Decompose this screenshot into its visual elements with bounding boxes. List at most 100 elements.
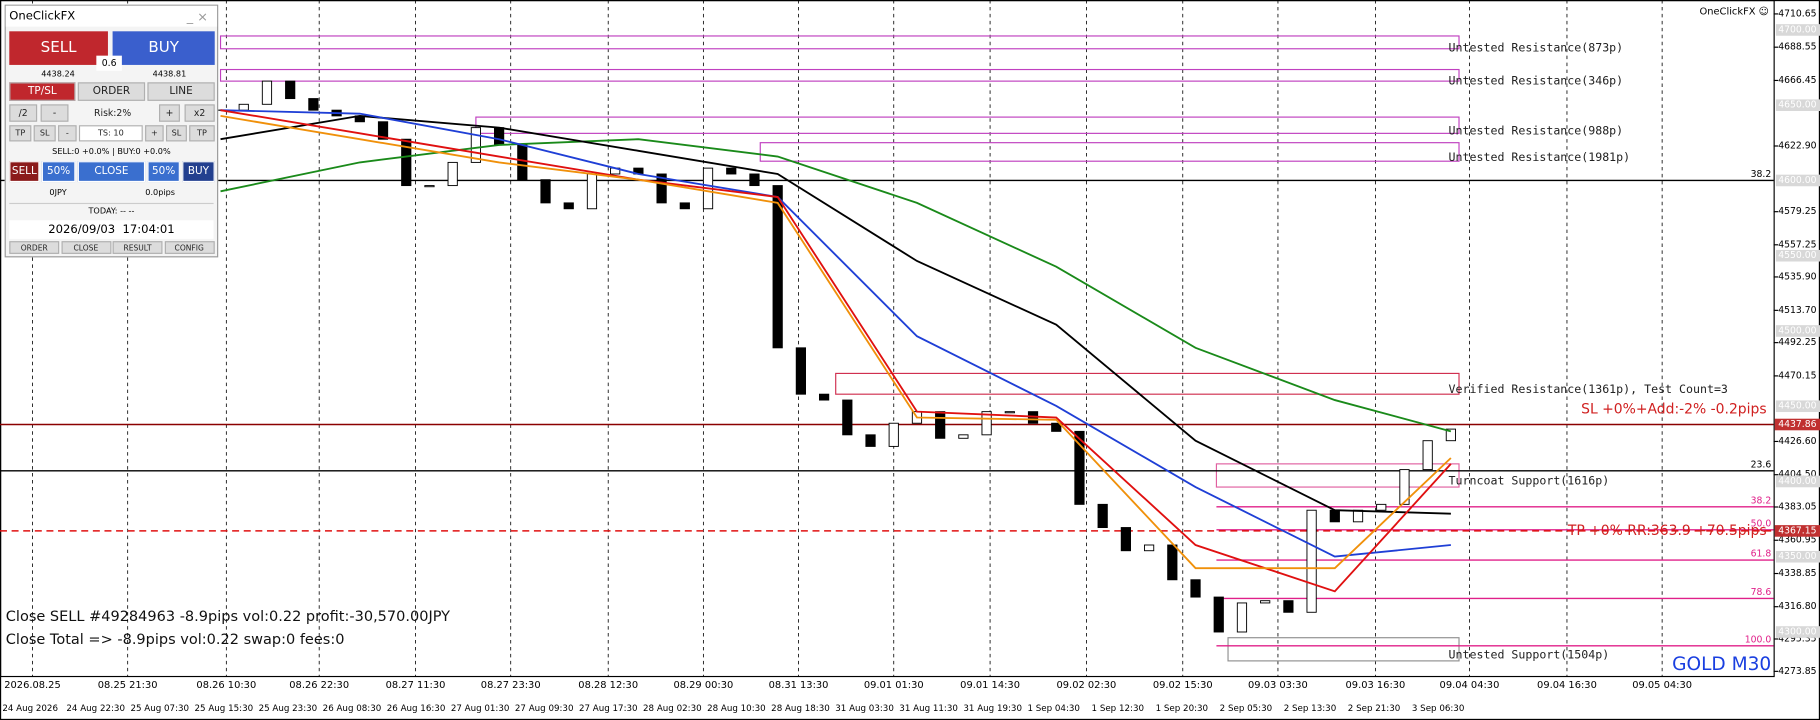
- ts-button[interactable]: TP: [9, 125, 32, 142]
- candle: [1074, 430, 1085, 505]
- time-label: 09.04 04:30: [1440, 680, 1500, 691]
- zone-label: Untested Resistance(1981p): [1449, 150, 1631, 164]
- candle: [726, 167, 737, 175]
- time-label: 08.25 21:30: [98, 680, 158, 691]
- round-level-label: 4650.00: [1778, 100, 1816, 111]
- close-button[interactable]: 50%: [41, 161, 76, 183]
- round-level-box: [1775, 626, 1820, 638]
- ask-price: 4438.81: [152, 69, 187, 79]
- sl-text: SL +0%+Add:-2% -0.2pips: [1581, 401, 1766, 417]
- price-tick-label: 4338.85: [1778, 568, 1816, 579]
- time-label: 2026.08.25: [4, 680, 60, 691]
- zone: [219, 68, 1460, 82]
- trade-panel: OneClickFX _ × SELL BUY 0.6 4438.24 4438…: [4, 4, 219, 258]
- zone: [835, 372, 1460, 395]
- time-label: 26 Aug 08:30: [323, 704, 382, 714]
- moving-average: [220, 138, 1452, 433]
- candle: [1236, 602, 1248, 633]
- time-label: 27 Aug 17:30: [579, 704, 638, 714]
- footer-button[interactable]: CLOSE: [60, 241, 111, 254]
- candle: [261, 80, 273, 105]
- risk-button[interactable]: -: [40, 104, 69, 122]
- candle: [1260, 600, 1271, 604]
- close-button[interactable]: BUY: [182, 161, 215, 183]
- level-label: 23.6: [1751, 460, 1772, 471]
- round-level-label: 4350.00: [1778, 551, 1816, 562]
- price-tick-label: 4470.15: [1778, 370, 1816, 381]
- price-tick-label: 4710.65: [1778, 8, 1816, 19]
- time-label: 24 Aug 22:30: [66, 704, 125, 714]
- candle: [1097, 503, 1108, 529]
- price-tick-label: 4513.70: [1778, 305, 1816, 316]
- sell-button[interactable]: SELL: [9, 31, 108, 65]
- candle: [1167, 544, 1178, 581]
- zone: [219, 35, 1460, 50]
- candle: [1051, 422, 1062, 432]
- ts-button[interactable]: SL: [165, 125, 187, 142]
- candle: [308, 98, 319, 111]
- candle: [377, 121, 389, 140]
- lot-input[interactable]: 0.6: [96, 55, 122, 71]
- ts-button[interactable]: SL: [33, 125, 56, 142]
- buy-button[interactable]: BUY: [112, 31, 215, 65]
- time-label: 2 Sep 05:30: [1220, 704, 1272, 714]
- footer-button[interactable]: RESULT: [112, 241, 163, 254]
- moving-average: [220, 114, 1451, 515]
- risk-button[interactable]: +: [159, 104, 180, 122]
- ts-button[interactable]: TS: 10: [78, 125, 143, 142]
- candle: [493, 127, 505, 146]
- price-tick-label: 4360.95: [1778, 535, 1816, 546]
- candle: [935, 411, 946, 439]
- close-button[interactable]: CLOSE: [77, 161, 146, 183]
- window-controls[interactable]: _ ×: [186, 8, 208, 24]
- tab-button[interactable]: TP/SL: [9, 82, 76, 101]
- zone: [1215, 463, 1460, 488]
- price-tick-label: 4492.25: [1778, 337, 1816, 348]
- profit: 0JPY: [49, 187, 67, 198]
- candle: [795, 347, 806, 395]
- candle: [238, 103, 249, 111]
- candle: [586, 173, 598, 210]
- risk-button[interactable]: x2: [184, 104, 215, 122]
- candle: [772, 185, 783, 349]
- price-tick-label: 4404.50: [1778, 469, 1816, 480]
- close-button[interactable]: SELL: [9, 161, 40, 183]
- close-button[interactable]: 50%: [147, 161, 180, 183]
- round-level-label: 4300.00: [1778, 626, 1816, 637]
- price-tick-label: 4316.80: [1778, 601, 1816, 612]
- tab-button[interactable]: ORDER: [77, 82, 146, 101]
- candle: [470, 127, 481, 163]
- footer-button[interactable]: CONFIG: [164, 241, 215, 254]
- candle: [424, 185, 435, 188]
- trade-message: Close Total => -8.9pips vol:0.22 swap:0 …: [6, 632, 345, 648]
- trade-message: Close SELL #49284963 -8.9pips vol:0.22 p…: [6, 609, 450, 625]
- price-tick-label: 4579.25: [1778, 206, 1816, 217]
- round-level-label: 4700.00: [1778, 24, 1816, 35]
- round-level-box: [1775, 325, 1820, 337]
- risk-label: Risk:2%: [94, 107, 132, 119]
- tp-price-label: 4367.15: [1778, 525, 1816, 536]
- candle: [865, 434, 876, 447]
- ts-button[interactable]: TP: [189, 125, 215, 142]
- round-level-box: [1775, 475, 1820, 488]
- time-label: 08.29 00:30: [673, 680, 733, 691]
- level-label: 38.2: [1751, 169, 1772, 180]
- zone-label: Untested Resistance(873p): [1449, 41, 1624, 55]
- zone-label: Untested Resistance(346p): [1449, 74, 1624, 88]
- time-label: 28 Aug 18:30: [771, 704, 830, 714]
- price-tick-label: 4426.60: [1778, 436, 1816, 447]
- tab-button[interactable]: LINE: [147, 82, 215, 101]
- candle: [842, 399, 853, 436]
- time-label: 09.02 15:30: [1153, 680, 1213, 691]
- ts-button[interactable]: -: [58, 125, 77, 142]
- ts-button[interactable]: +: [145, 125, 164, 142]
- symbol-label: GOLD M30: [1672, 654, 1771, 675]
- time-label: 25 Aug 07:30: [130, 704, 189, 714]
- footer-button[interactable]: ORDER: [9, 241, 60, 254]
- level-label: 38.2: [1751, 495, 1772, 506]
- round-level-label: 4450.00: [1778, 401, 1816, 412]
- risk-button[interactable]: /2: [9, 104, 38, 122]
- candle: [1143, 544, 1155, 552]
- position-status: SELL:0 +0.0% | BUY:0 +0.0%: [52, 146, 171, 156]
